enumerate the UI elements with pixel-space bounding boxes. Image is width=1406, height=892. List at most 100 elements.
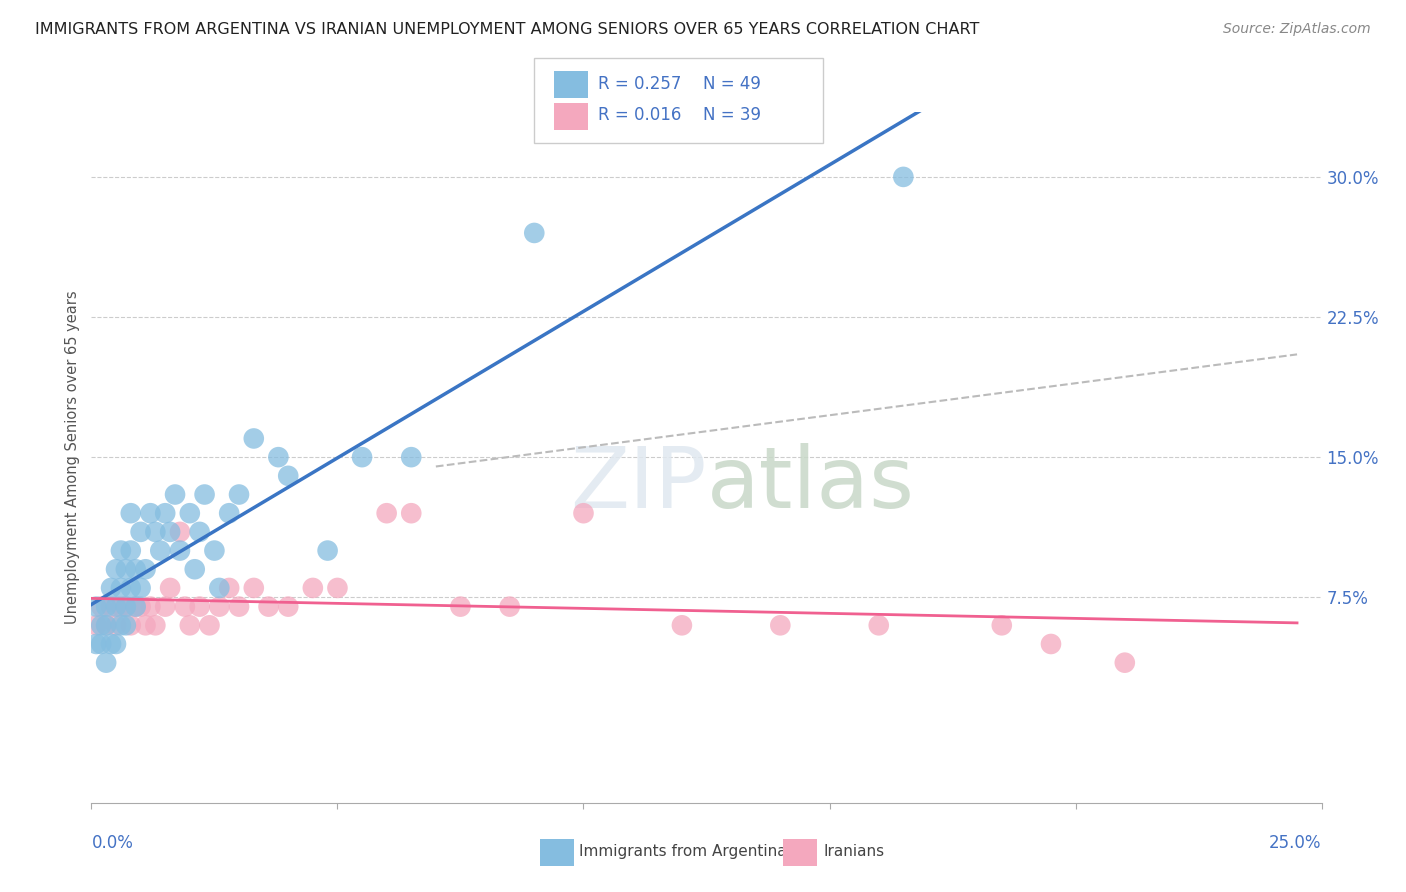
Point	[208, 581, 231, 595]
Point	[891, 169, 914, 184]
Point	[96, 618, 117, 632]
Text: 0.0%: 0.0%	[91, 834, 134, 852]
Point	[399, 506, 422, 520]
Point	[139, 506, 162, 520]
Point	[267, 450, 290, 465]
Point	[671, 618, 693, 632]
Point	[316, 543, 339, 558]
Text: 25.0%: 25.0%	[1270, 834, 1322, 852]
Point	[301, 581, 323, 595]
Point	[110, 543, 132, 558]
Point	[169, 524, 191, 539]
Point	[198, 618, 221, 632]
Point	[218, 506, 240, 520]
Point	[257, 599, 280, 614]
Text: IMMIGRANTS FROM ARGENTINA VS IRANIAN UNEMPLOYMENT AMONG SENIORS OVER 65 YEARS CO: IMMIGRANTS FROM ARGENTINA VS IRANIAN UNE…	[35, 22, 980, 37]
Point	[188, 524, 211, 539]
Point	[105, 618, 127, 632]
Point	[498, 599, 520, 614]
Point	[129, 581, 152, 595]
Point	[135, 618, 156, 632]
Point	[399, 450, 422, 465]
Point	[100, 599, 122, 614]
Point	[114, 599, 138, 614]
Text: R = 0.016: R = 0.016	[598, 106, 681, 124]
Point	[120, 581, 142, 595]
Point	[179, 506, 201, 520]
Point	[868, 618, 890, 632]
Point	[124, 599, 146, 614]
Point	[105, 599, 127, 614]
Point	[120, 506, 142, 520]
Point	[114, 599, 138, 614]
Point	[86, 637, 108, 651]
Point	[139, 599, 162, 614]
Point	[218, 581, 240, 595]
Point	[277, 468, 299, 483]
Text: R = 0.257: R = 0.257	[598, 75, 681, 93]
Point	[202, 543, 225, 558]
Point	[449, 599, 471, 614]
Point	[105, 637, 127, 651]
Point	[242, 432, 264, 446]
Point	[114, 562, 138, 576]
Point	[145, 524, 166, 539]
Point	[523, 226, 546, 240]
Point	[183, 562, 207, 576]
Text: N = 39: N = 39	[703, 106, 761, 124]
Point	[208, 599, 231, 614]
Point	[129, 524, 152, 539]
Point	[145, 618, 166, 632]
Point	[572, 506, 595, 520]
Point	[149, 543, 172, 558]
Point	[110, 599, 132, 614]
Point	[120, 543, 142, 558]
Text: Immigrants from Argentina: Immigrants from Argentina	[579, 845, 787, 859]
Text: Iranians: Iranians	[824, 845, 884, 859]
Point	[990, 618, 1012, 632]
Point	[86, 599, 108, 614]
Point	[163, 487, 186, 501]
Point	[110, 618, 132, 632]
Point	[242, 581, 264, 595]
Point	[277, 599, 299, 614]
Text: atlas: atlas	[706, 443, 914, 526]
Point	[159, 581, 181, 595]
Point	[90, 618, 112, 632]
Point	[352, 450, 374, 465]
Point	[179, 618, 201, 632]
Y-axis label: Unemployment Among Seniors over 65 years: Unemployment Among Seniors over 65 years	[65, 290, 80, 624]
Point	[90, 637, 112, 651]
Point	[188, 599, 211, 614]
Point	[100, 581, 122, 595]
Point	[326, 581, 349, 595]
Point	[375, 506, 398, 520]
Point	[110, 581, 132, 595]
Point	[120, 618, 142, 632]
Point	[86, 618, 108, 632]
Point	[1114, 656, 1136, 670]
Point	[100, 637, 122, 651]
Point	[129, 599, 152, 614]
Point	[96, 599, 117, 614]
Point	[193, 487, 217, 501]
Point	[124, 599, 146, 614]
Point	[124, 562, 146, 576]
Text: ZIP: ZIP	[569, 443, 706, 526]
Point	[153, 506, 177, 520]
Point	[135, 562, 156, 576]
Point	[228, 487, 250, 501]
Point	[96, 618, 117, 632]
Point	[90, 599, 112, 614]
Point	[114, 618, 138, 632]
Point	[1039, 637, 1063, 651]
Point	[159, 524, 181, 539]
Text: Source: ZipAtlas.com: Source: ZipAtlas.com	[1223, 22, 1371, 37]
Point	[96, 656, 117, 670]
Point	[769, 618, 792, 632]
Point	[153, 599, 177, 614]
Point	[169, 543, 191, 558]
Point	[174, 599, 197, 614]
Point	[105, 562, 127, 576]
Text: N = 49: N = 49	[703, 75, 761, 93]
